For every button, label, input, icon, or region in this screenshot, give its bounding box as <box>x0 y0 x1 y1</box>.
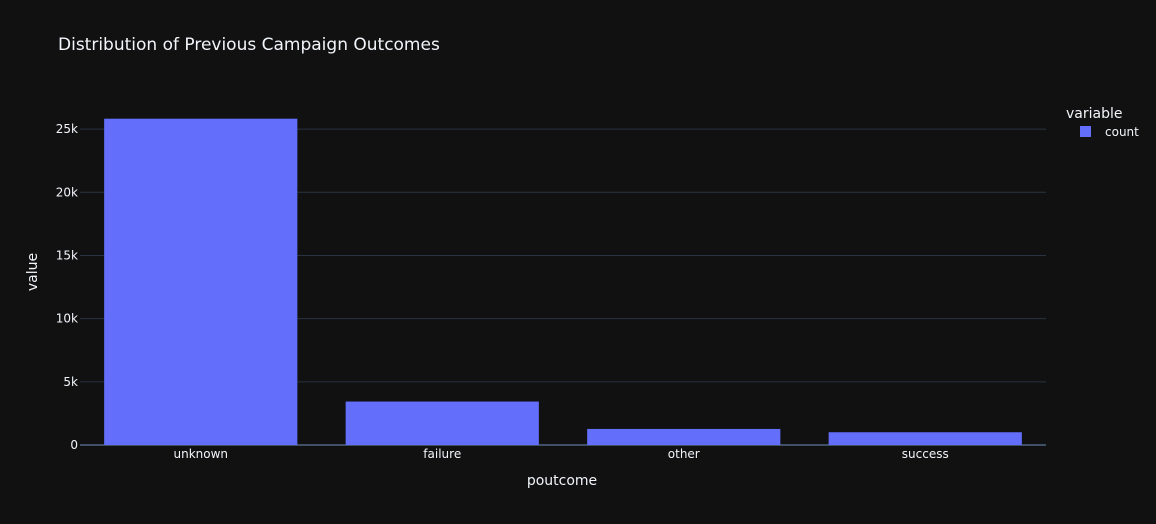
bar-failure[interactable] <box>345 401 539 445</box>
legend: variable count <box>1066 106 1139 139</box>
y-tick-label: 10k <box>56 312 78 326</box>
y-tick-label: 0 <box>70 438 78 452</box>
x-tick-label: unknown <box>173 447 228 461</box>
legend-title: variable <box>1066 106 1122 122</box>
x-axis-title: poutcome <box>527 473 597 489</box>
x-tick-label: failure <box>423 447 461 461</box>
legend-label-count[interactable]: count <box>1105 125 1139 139</box>
y-tick-label: 15k <box>56 248 78 262</box>
y-axis-title: value <box>25 253 41 291</box>
y-tick-label: 20k <box>56 185 78 199</box>
chart-title: Distribution of Previous Campaign Outcom… <box>58 35 440 55</box>
bar-unknown[interactable] <box>104 118 298 445</box>
x-tick-label: success <box>902 447 949 461</box>
bar-success[interactable] <box>828 432 1022 445</box>
bar-other[interactable] <box>587 428 781 445</box>
bars <box>104 118 1022 445</box>
legend-swatch-count[interactable] <box>1080 126 1091 137</box>
x-tick-labels: unknown failure other success <box>173 447 948 461</box>
y-tick-label: 25k <box>56 122 78 136</box>
y-tick-label: 5k <box>63 375 78 389</box>
y-tick-labels: 0 5k 10k 15k 20k 25k <box>56 122 78 452</box>
x-tick-label: other <box>668 447 700 461</box>
